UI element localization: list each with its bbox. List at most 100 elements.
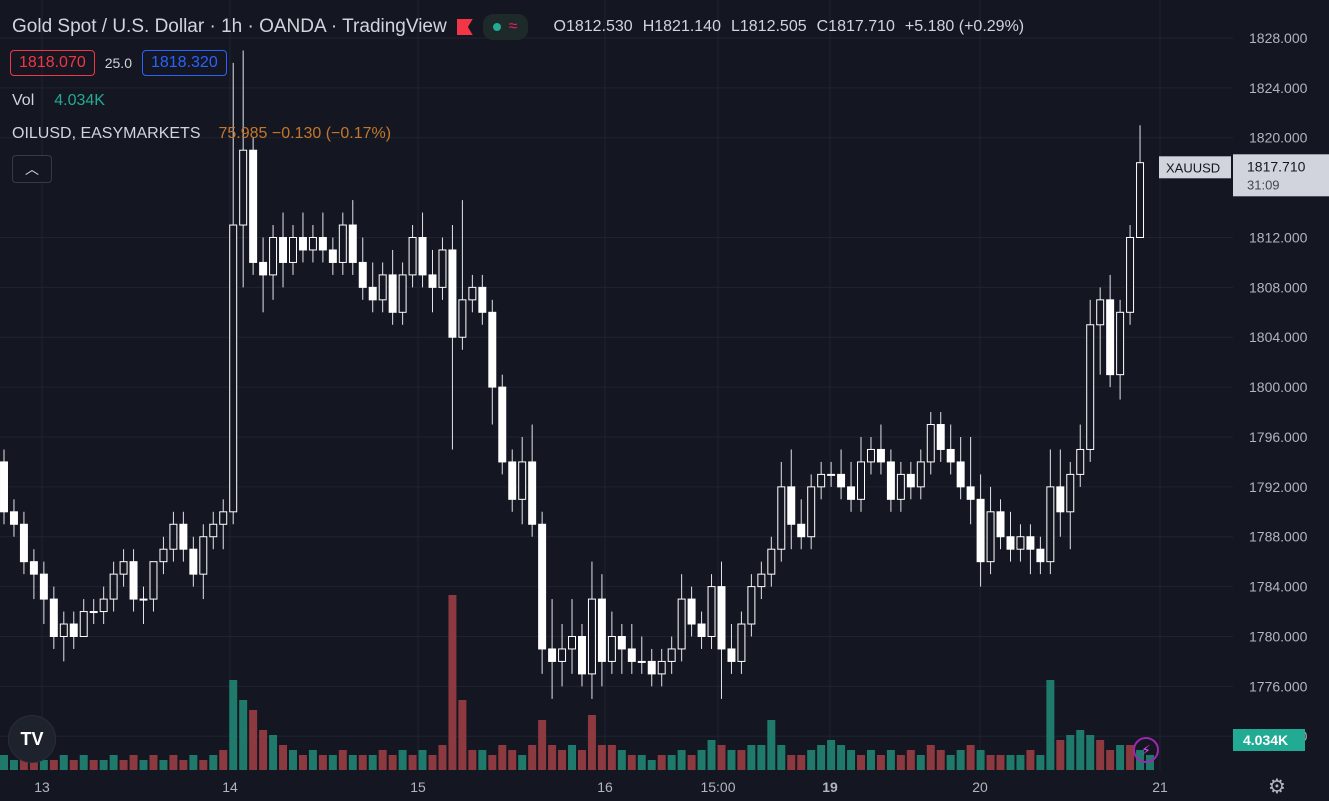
candle-body	[946, 448, 955, 463]
volume-bar	[498, 745, 507, 770]
volume-bar	[149, 755, 158, 770]
volume-bar	[926, 745, 935, 770]
volume-legend[interactable]: Vol 4.034K	[12, 92, 105, 110]
volume-bar	[29, 760, 38, 770]
candle-body	[827, 473, 836, 476]
trade-panel: 1818.070 25.0 1818.320	[10, 50, 227, 76]
candle-body	[637, 660, 646, 663]
price-tick-label: 1784.000	[1249, 579, 1308, 595]
candle-body	[179, 523, 188, 550]
candle-body	[438, 249, 447, 288]
candle-body	[906, 473, 915, 488]
candle-body	[119, 561, 128, 575]
volume-bar	[906, 750, 915, 770]
candle-body	[308, 236, 317, 251]
candle-body	[916, 461, 925, 488]
volume-bar	[717, 745, 726, 770]
candle-body	[548, 648, 557, 662]
lightning-icon[interactable]: ⚡	[1133, 737, 1159, 763]
volume-bar	[508, 750, 517, 770]
candle-body	[99, 598, 108, 613]
volume-bar	[348, 755, 357, 770]
candle-body	[199, 536, 208, 575]
close-value: C1817.710	[816, 18, 895, 35]
volume-label: Vol	[12, 92, 35, 109]
volume-bar	[916, 755, 925, 770]
volume-bar	[298, 755, 307, 770]
sell-button[interactable]: 1818.070	[10, 50, 95, 76]
change-value: +5.180 (+0.29%)	[904, 18, 1025, 35]
market-status-pill[interactable]: ≈	[482, 14, 528, 40]
volume-bar	[577, 750, 586, 770]
candle-body	[1086, 324, 1095, 450]
oil-legend[interactable]: OILUSD, EASYMARKETS 75.985 −0.130 (−0.17…	[12, 125, 391, 143]
tradingview-logo-icon[interactable]: TV	[8, 715, 56, 763]
time-tick-label: 16	[597, 779, 613, 795]
candle-body	[737, 623, 746, 662]
candle-body	[627, 648, 636, 662]
price-chart[interactable]: XAUUSD	[0, 0, 1233, 770]
market-open-dot-icon	[492, 23, 501, 31]
candle-body	[79, 611, 88, 637]
candle-body	[787, 486, 796, 525]
volume-bar	[528, 745, 537, 770]
volume-bar	[19, 755, 28, 770]
candle-body	[229, 224, 238, 513]
volume-bar	[677, 750, 686, 770]
volume-bar	[229, 680, 238, 770]
volume-bar	[866, 750, 875, 770]
price-axis[interactable]: 1828.000 1824.000 1820.000 1812.000 1808.000…	[1233, 0, 1329, 770]
volume-bar	[737, 750, 746, 770]
volume-bar	[976, 750, 985, 770]
gear-icon[interactable]: ⚙	[1268, 776, 1286, 798]
candle-body	[298, 236, 307, 251]
volume-bar	[1086, 735, 1095, 770]
volume-bar	[109, 755, 118, 770]
candle-body	[976, 498, 985, 563]
buy-button[interactable]: 1818.320	[141, 50, 227, 76]
volume-bar	[597, 745, 606, 770]
volume-bar	[807, 750, 816, 770]
candle-body	[109, 573, 118, 600]
candle-body	[707, 586, 716, 637]
volume-bar	[797, 755, 806, 770]
candle-body	[368, 286, 377, 301]
candle-body	[249, 149, 258, 263]
volume-bar	[428, 755, 437, 770]
volume-bar	[388, 755, 397, 770]
volume-bar	[886, 750, 895, 770]
candle-body	[338, 224, 347, 263]
collapse-legend-button[interactable]: ︿	[12, 155, 52, 183]
volume-bar	[338, 750, 347, 770]
candle-body	[9, 511, 18, 525]
candle-body	[717, 586, 726, 650]
time-axis[interactable]: 13 14 15 16 15:00 19 20 21	[0, 770, 1233, 801]
candle-body	[558, 648, 567, 662]
candle-body	[159, 548, 168, 563]
candle-body	[189, 548, 198, 575]
candle-body	[1106, 299, 1115, 376]
oil-label: OILUSD, EASYMARKETS	[12, 125, 201, 142]
low-value: L1812.505	[730, 18, 807, 35]
volume-bar	[69, 760, 78, 770]
volume-bar	[1066, 735, 1075, 770]
chevron-up-icon: ︿	[25, 161, 39, 177]
volume-bar	[159, 760, 168, 770]
time-tick-label: 21	[1152, 779, 1168, 795]
candle-body	[996, 511, 1005, 538]
volume-bar	[59, 755, 68, 770]
candle-body	[428, 274, 437, 288]
volume-bar	[199, 760, 208, 770]
candle-body	[1116, 311, 1125, 376]
volume-bar	[637, 755, 646, 770]
countdown-value: 31:09	[1247, 177, 1280, 192]
volume-bar	[328, 755, 337, 770]
volume-bar	[837, 745, 846, 770]
time-tick-label: 14	[222, 779, 238, 795]
volume-bar	[269, 735, 278, 770]
flag-icon[interactable]	[456, 19, 473, 35]
chart-title[interactable]: Gold Spot / U.S. Dollar · 1h · OANDA · T…	[12, 16, 447, 37]
ohlc-values: O1812.530 H1821.140 L1812.505 C1817.710 …	[554, 18, 1025, 36]
volume-bar	[697, 750, 706, 770]
candle-body	[647, 660, 656, 675]
